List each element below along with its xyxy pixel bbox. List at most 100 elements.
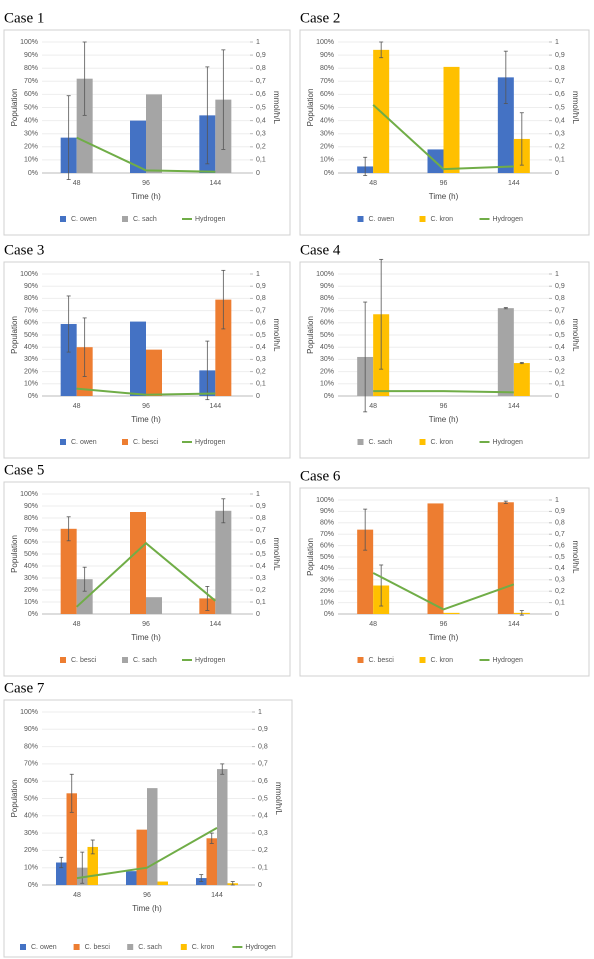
y-tick-label: 30% (24, 131, 38, 138)
bar (443, 66, 460, 173)
y2-tick-label: 0,6 (256, 320, 266, 327)
y2-tick-label: 0,3 (256, 356, 266, 363)
y-axis-title: Population (306, 316, 315, 354)
y2-tick-label: 0 (256, 611, 260, 618)
y2-tick-label: 0,4 (256, 563, 266, 570)
y-tick-label: 60% (24, 91, 38, 98)
y2-tick-label: 0,9 (555, 508, 565, 515)
y2-tick-label: 0,9 (555, 283, 565, 290)
y2-tick-label: 0,2 (256, 368, 266, 375)
y2-tick-label: 0,1 (256, 381, 266, 388)
y-tick-label: 60% (24, 320, 38, 327)
legend-label: C. owen (71, 439, 97, 446)
legend-swatch (357, 657, 364, 663)
y2-tick-label: 0,6 (555, 91, 565, 98)
line-series (372, 572, 515, 611)
y-tick-label: 30% (320, 356, 334, 363)
bar (146, 94, 162, 173)
bar (146, 349, 162, 396)
y2-tick-label: 0,3 (555, 131, 565, 138)
x-tick-label: 144 (209, 403, 221, 410)
y-tick-label: 20% (320, 368, 334, 375)
y-tick-label: 20% (24, 847, 38, 854)
y2-tick-label: 0,6 (256, 91, 266, 98)
legend-swatch (127, 944, 134, 950)
x-tick-label: 48 (73, 403, 81, 410)
y2-tick-label: 0,1 (555, 157, 565, 164)
bar (60, 324, 77, 396)
legend-swatch (60, 657, 66, 663)
legend-swatch (60, 439, 66, 445)
y-tick-label: 50% (24, 795, 38, 802)
x-tick-label: 144 (211, 892, 223, 899)
y2-tick-label: 0,7 (555, 307, 565, 314)
y-tick-label: 40% (320, 117, 334, 124)
y2-tick-label: 0,4 (256, 117, 266, 124)
y2-tick-label: 0,8 (555, 65, 565, 72)
y-axis-title: Population (10, 780, 19, 818)
y2-tick-label: 1 (555, 271, 559, 278)
x-axis-title: Time (h) (429, 415, 459, 424)
legend-label: Hydrogen (245, 944, 275, 951)
y-tick-label: 70% (320, 78, 334, 85)
y-tick-label: 40% (320, 344, 334, 351)
y2-tick-label: 0,1 (555, 599, 565, 606)
y2-tick-label: 0,5 (256, 332, 266, 339)
x-tick-label: 96 (142, 180, 150, 187)
x-tick-label: 96 (440, 180, 448, 187)
bar (87, 846, 98, 885)
y-tick-label: 40% (320, 565, 334, 572)
bar (157, 881, 168, 885)
y2-tick-label: 1 (256, 491, 260, 498)
case-title: Case 5 (4, 462, 44, 478)
x-tick-label: 48 (369, 180, 377, 187)
y2-tick-label: 0,4 (555, 565, 565, 572)
y2-tick-label: 0,6 (256, 539, 266, 546)
y2-tick-label: 0,5 (256, 104, 266, 111)
bar (136, 829, 147, 885)
y-axis-title: Population (10, 89, 19, 127)
y-tick-label: 90% (320, 283, 334, 290)
bar (130, 321, 146, 396)
legend-swatch (357, 216, 364, 222)
y-tick-label: 10% (24, 599, 38, 606)
x-tick-label: 144 (209, 180, 221, 187)
legend-label: C. owen (31, 944, 57, 951)
y-tick-label: 70% (24, 78, 38, 85)
bar (497, 308, 514, 396)
y-tick-label: 10% (24, 865, 38, 872)
y-tick-label: 20% (24, 587, 38, 594)
y-tick-label: 0% (324, 611, 334, 618)
y2-tick-label: 0,2 (256, 144, 266, 151)
legend-label: Hydrogen (195, 439, 225, 446)
legend-label: C. besci (369, 657, 395, 664)
y-tick-label: 0% (324, 170, 334, 177)
y-tick-label: 50% (24, 104, 38, 111)
legend-swatch (122, 216, 128, 222)
y-axis-title: Population (10, 316, 19, 354)
y2-tick-label: 0,2 (555, 588, 565, 595)
y-tick-label: 80% (320, 65, 334, 72)
bar (497, 502, 514, 614)
y2-tick-label: 0,7 (555, 531, 565, 538)
legend-label: C. besci (85, 944, 111, 951)
y-tick-label: 10% (320, 599, 334, 606)
legend-swatch (419, 216, 426, 222)
y-tick-label: 40% (24, 344, 38, 351)
y2-tick-label: 0 (555, 611, 559, 618)
legend-swatch (122, 439, 128, 445)
legend-label: Hydrogen (195, 657, 225, 664)
y2-axis-title: mmol/h/L (571, 91, 580, 124)
legend-label: Hydrogen (493, 657, 523, 664)
legend-label: Hydrogen (493, 439, 523, 446)
y-tick-label: 30% (24, 356, 38, 363)
y2-tick-label: 0,7 (256, 527, 266, 534)
y-tick-label: 90% (24, 726, 38, 733)
y-tick-label: 100% (20, 271, 38, 278)
y-tick-label: 0% (324, 393, 334, 400)
legend-swatch (60, 216, 66, 222)
y-tick-label: 10% (320, 157, 334, 164)
y2-tick-label: 1 (256, 271, 260, 278)
y-tick-label: 90% (24, 52, 38, 59)
x-tick-label: 144 (508, 403, 520, 410)
